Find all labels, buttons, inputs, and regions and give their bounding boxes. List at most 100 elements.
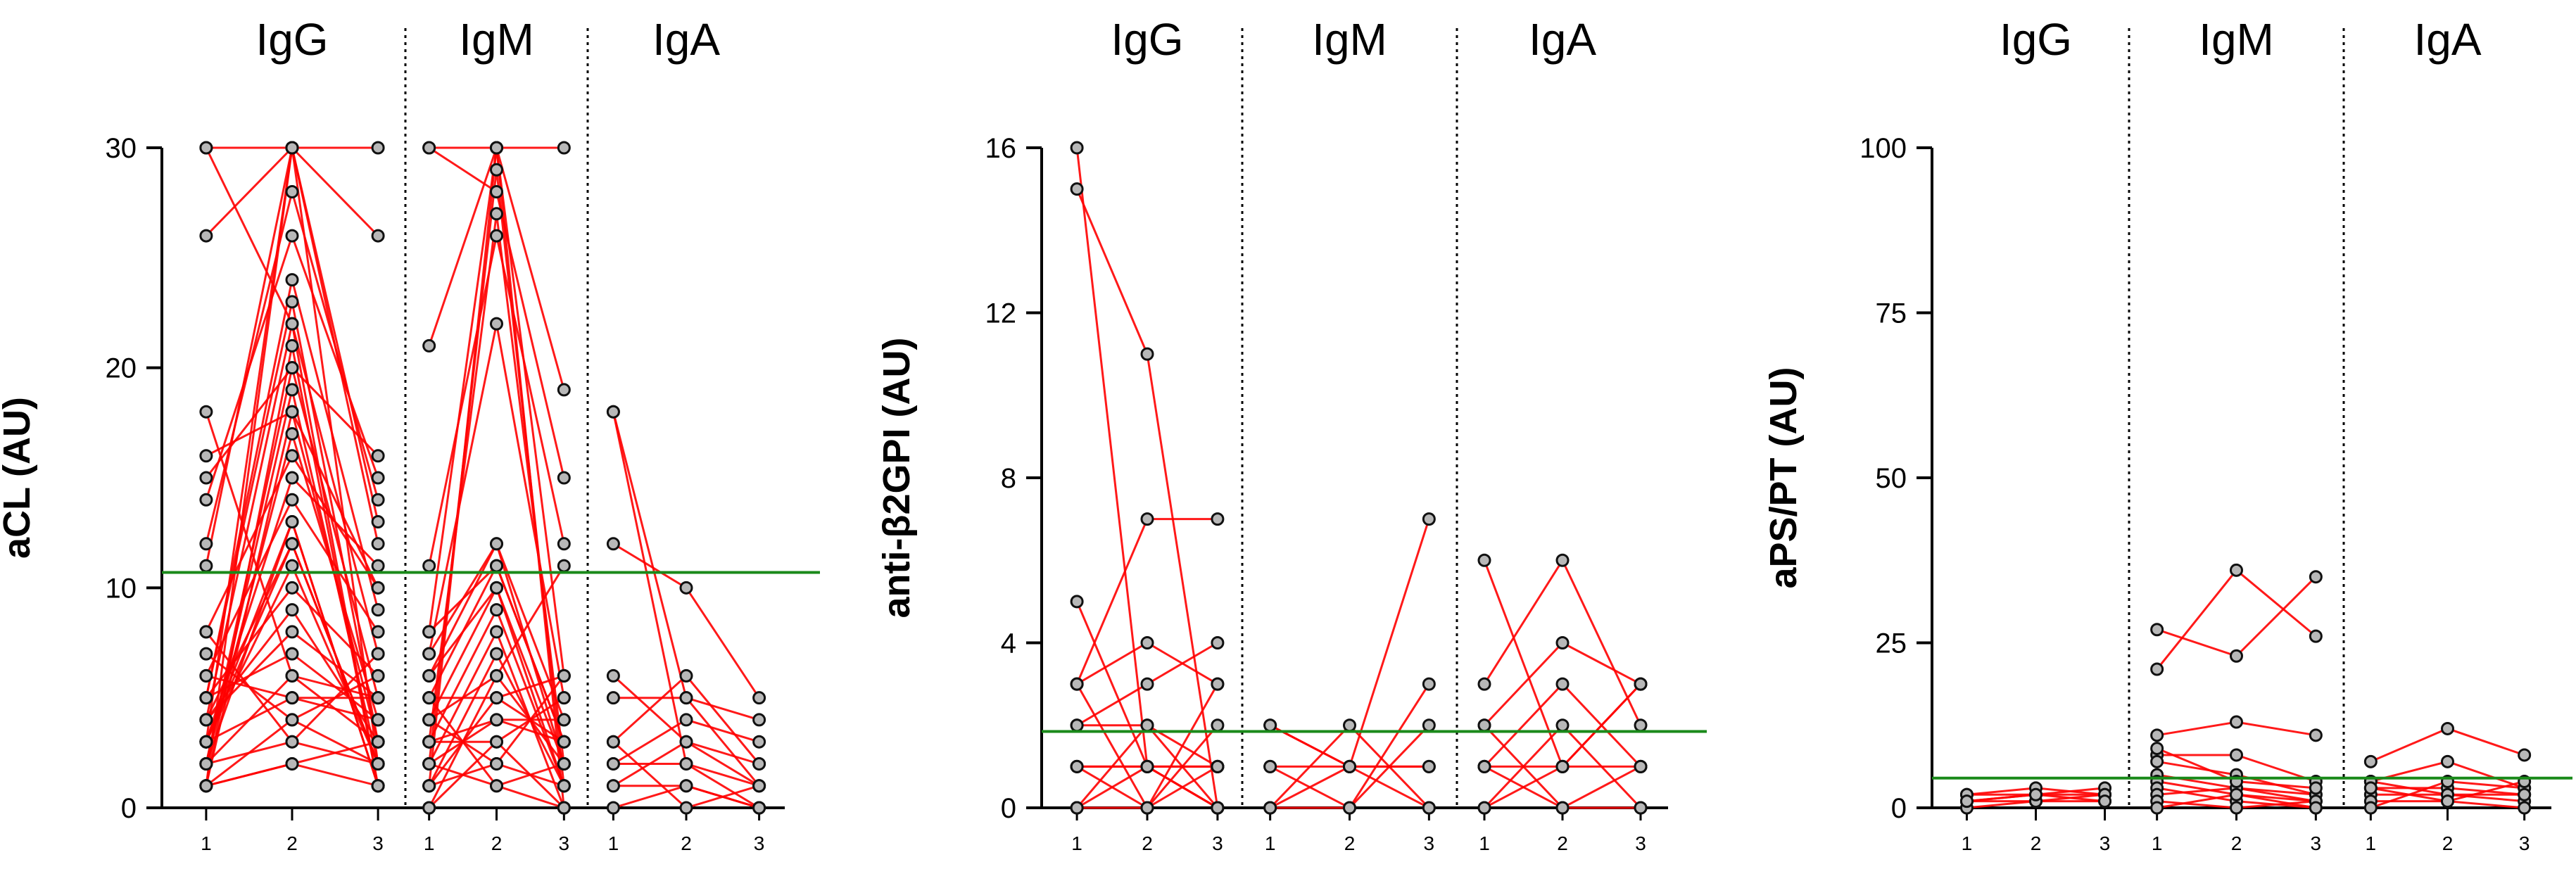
data-point bbox=[752, 801, 766, 815]
x-tick-label: 3 bbox=[754, 832, 765, 854]
data-point bbox=[606, 801, 620, 815]
data-point bbox=[371, 449, 385, 463]
data-point bbox=[490, 207, 503, 221]
data-point bbox=[1555, 553, 1570, 567]
data-point bbox=[1140, 347, 1154, 361]
data-point bbox=[679, 668, 693, 683]
data-point bbox=[199, 493, 213, 507]
x-tick-label: 2 bbox=[2231, 832, 2242, 854]
data-point bbox=[1140, 718, 1154, 733]
data-point bbox=[285, 141, 299, 155]
data-point bbox=[2309, 570, 2323, 584]
x-tick-label: 3 bbox=[2100, 832, 2111, 854]
data-point bbox=[285, 338, 299, 353]
series-line bbox=[1075, 518, 1218, 685]
data-point bbox=[2309, 801, 2323, 815]
data-point bbox=[557, 559, 571, 573]
data-point bbox=[285, 603, 299, 617]
data-point bbox=[1263, 718, 1277, 733]
data-point bbox=[490, 581, 503, 595]
series-line bbox=[1483, 559, 1642, 769]
data-point bbox=[1422, 677, 1436, 691]
data-point bbox=[422, 625, 436, 639]
x-tick-label: 2 bbox=[681, 832, 692, 854]
data-point bbox=[285, 668, 299, 683]
data-point bbox=[2150, 742, 2164, 756]
data-point bbox=[422, 559, 436, 573]
data-point bbox=[557, 537, 571, 551]
data-point bbox=[371, 647, 385, 661]
x-tick-label: 1 bbox=[608, 832, 619, 854]
x-tick-label: 3 bbox=[1424, 832, 1435, 854]
data-point bbox=[199, 229, 213, 243]
data-point bbox=[285, 625, 299, 639]
data-point bbox=[2309, 629, 2323, 643]
data-point bbox=[1070, 677, 1084, 691]
data-point bbox=[679, 691, 693, 705]
data-point bbox=[1211, 718, 1225, 733]
data-point bbox=[199, 713, 213, 727]
data-point bbox=[285, 735, 299, 749]
data-point bbox=[199, 735, 213, 749]
data-point bbox=[285, 756, 299, 771]
data-point bbox=[2230, 787, 2243, 801]
data-point bbox=[371, 515, 385, 529]
series-line bbox=[428, 144, 565, 391]
data-point bbox=[490, 185, 503, 199]
y-tick-label: 50 bbox=[1876, 463, 1907, 494]
data-point bbox=[1422, 512, 1436, 526]
data-point bbox=[2518, 787, 2532, 801]
data-point bbox=[490, 735, 503, 749]
data-point bbox=[679, 735, 693, 749]
x-tick-label: 3 bbox=[1635, 832, 1646, 854]
data-point bbox=[606, 537, 620, 551]
data-point bbox=[2029, 787, 2043, 801]
data-point bbox=[1634, 759, 1648, 773]
data-point bbox=[2363, 801, 2378, 815]
data-point bbox=[285, 273, 299, 287]
x-tick-label: 1 bbox=[424, 832, 435, 854]
data-point bbox=[199, 691, 213, 705]
data-point bbox=[557, 713, 571, 727]
data-point bbox=[1634, 677, 1648, 691]
data-point bbox=[371, 537, 385, 551]
data-point bbox=[199, 559, 213, 573]
data-point bbox=[1477, 718, 1491, 733]
x-tick-label: 1 bbox=[201, 832, 212, 854]
data-point bbox=[490, 141, 503, 155]
data-point bbox=[371, 493, 385, 507]
data-point bbox=[1555, 718, 1570, 733]
data-point bbox=[199, 756, 213, 771]
data-point bbox=[1477, 759, 1491, 773]
data-point bbox=[199, 625, 213, 639]
data-point bbox=[490, 779, 503, 793]
data-point bbox=[1070, 801, 1084, 815]
data-point bbox=[2230, 801, 2243, 815]
data-point bbox=[199, 141, 213, 155]
data-point bbox=[1070, 595, 1084, 609]
data-point bbox=[2441, 754, 2454, 768]
x-tick-label: 2 bbox=[491, 832, 503, 854]
data-point bbox=[2230, 649, 2243, 663]
data-point bbox=[422, 141, 436, 155]
data-point bbox=[371, 581, 385, 595]
isotype-label-iga: IgA bbox=[2413, 14, 2481, 65]
data-point bbox=[371, 691, 385, 705]
x-tick-label: 1 bbox=[1962, 832, 1973, 854]
data-point bbox=[422, 338, 436, 353]
data-point bbox=[371, 735, 385, 749]
y-tick-label: 4 bbox=[1001, 628, 1016, 659]
data-point bbox=[1211, 636, 1225, 649]
x-tick-label: 1 bbox=[1479, 832, 1490, 854]
data-point bbox=[2363, 781, 2378, 795]
data-point bbox=[371, 668, 385, 683]
x-tick-label: 2 bbox=[286, 832, 298, 854]
data-point bbox=[422, 713, 436, 727]
y-tick-label: 25 bbox=[1876, 628, 1907, 659]
data-point bbox=[606, 405, 620, 419]
data-point bbox=[490, 647, 503, 661]
chart-acl: 0 10 20 30 aCL (AU) IgG 1 2 3 IgM 1 2 3 IgA 1 2 3 bbox=[0, 14, 820, 854]
data-point bbox=[490, 163, 503, 177]
isotype-label-igg: IgG bbox=[1111, 14, 1183, 65]
